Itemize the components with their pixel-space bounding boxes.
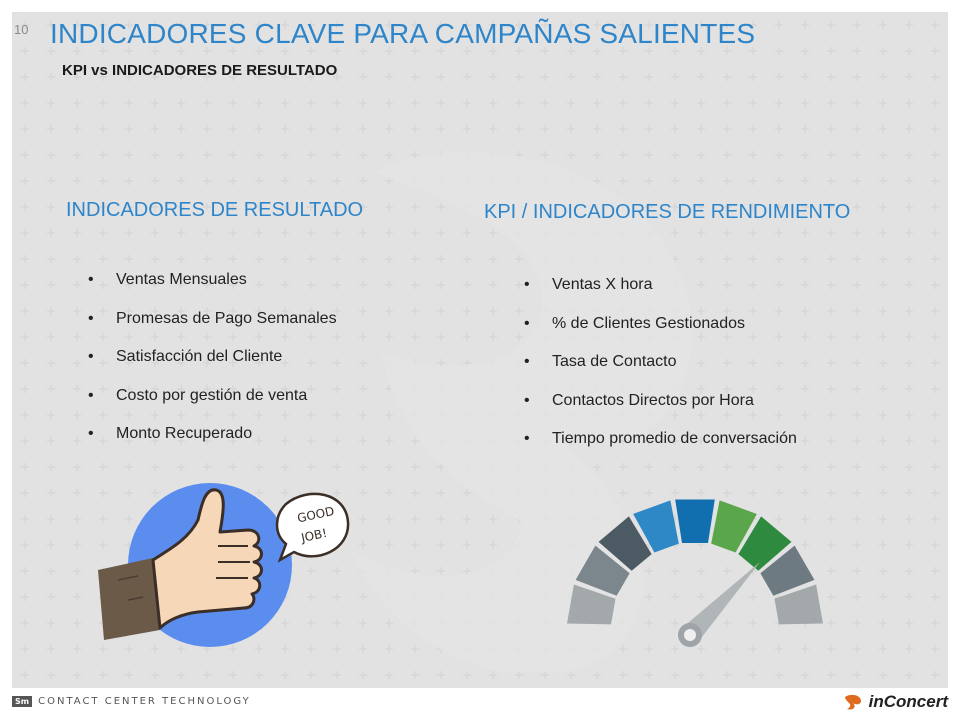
gauge-needle <box>682 562 760 642</box>
list-item: Monto Recuperado <box>88 424 337 463</box>
thumbs-up-icon <box>151 488 263 630</box>
gauge-illustration <box>567 499 823 647</box>
brand-name: inConcert <box>868 692 948 711</box>
gauge-hub-hole <box>684 629 696 641</box>
list-item: Contactos Directos por Hora <box>524 391 797 430</box>
thumbs-up-illustration: GOOD JOB! <box>98 483 350 647</box>
gauge-segment <box>567 584 616 625</box>
list-item: Costo por gestión de venta <box>88 386 337 425</box>
left-column-heading: INDICADORES DE RESULTADO <box>66 199 364 221</box>
footer-badge: Sm <box>12 696 33 707</box>
list-item: Ventas X hora <box>524 275 797 314</box>
result-indicators-list: Ventas Mensuales Promesas de Pago Semana… <box>88 270 337 463</box>
footer-right-brand: inConcert <box>843 692 948 712</box>
footer-left-brand: Sm CONTACT CENTER TECHNOLOGY <box>12 696 251 707</box>
footer: Sm CONTACT CENTER TECHNOLOGY inConcert <box>0 688 960 720</box>
list-item: % de Clientes Gestionados <box>524 314 797 353</box>
page-number: 10 <box>14 22 29 37</box>
footer-tagline: CONTACT CENTER TECHNOLOGY <box>38 696 251 707</box>
speech-bubble <box>275 492 350 563</box>
gauge-segment <box>760 545 815 596</box>
page-title: INDICADORES CLAVE PARA CAMPAÑAS SALIENTE… <box>50 18 756 49</box>
speech-text-line2: JOB! <box>299 526 328 545</box>
list-item: Promesas de Pago Semanales <box>88 309 337 348</box>
list-item: Ventas Mensuales <box>88 270 337 309</box>
gauge-segment <box>633 500 679 553</box>
right-column-heading: KPI / INDICADORES DE RENDIMIENTO <box>484 201 851 223</box>
brand-logo-icon <box>844 694 861 710</box>
kpi-list: Ventas X hora % de Clientes Gestionados … <box>524 275 797 468</box>
gauge-segment <box>774 584 823 625</box>
slide-canvas: 10 INDICADORES CLAVE PARA CAMPAÑAS SALIE… <box>12 12 948 688</box>
list-item: Tasa de Contacto <box>524 352 797 391</box>
list-item: Satisfacción del Cliente <box>88 347 337 386</box>
list-item: Tiempo promedio de conversación <box>524 429 797 468</box>
gauge-segment <box>711 500 757 553</box>
sleeve <box>98 558 160 640</box>
gauge-segment <box>598 516 652 571</box>
gauge-segment <box>675 499 715 544</box>
page-subtitle: KPI vs INDICADORES DE RESULTADO <box>62 62 338 79</box>
gauge-segment <box>575 545 630 596</box>
gauge-segment <box>738 516 792 571</box>
